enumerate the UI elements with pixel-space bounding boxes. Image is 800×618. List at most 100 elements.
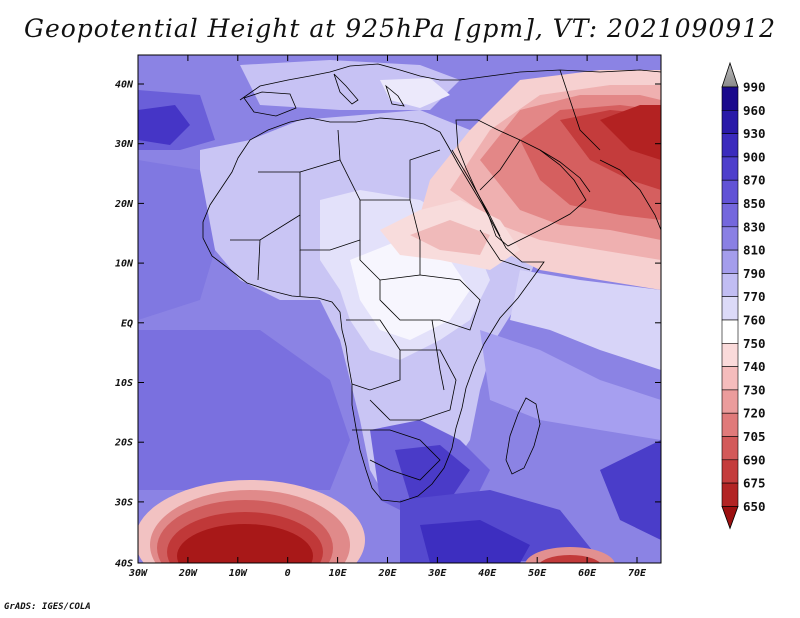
lon-label: 20E — [377, 568, 397, 579]
madagascar — [505, 397, 541, 475]
colorbar-label: 650 — [743, 499, 766, 514]
colorbar-swatch — [721, 273, 739, 297]
border-8 — [369, 349, 457, 421]
europe — [239, 63, 661, 101]
iberia — [243, 91, 297, 117]
height-field — [138, 55, 661, 563]
field-io-mid — [480, 330, 661, 440]
chart-title: Geopotential Height at 925hPa [gpm], VT:… — [23, 14, 777, 43]
lon-label: 0 — [285, 568, 291, 579]
italy — [333, 73, 359, 105]
colorbar-swatch — [721, 203, 739, 228]
colorbar-swatch — [721, 249, 739, 274]
lat-label: 20N — [114, 199, 134, 210]
border-6 — [379, 274, 481, 331]
field-me-red4 — [600, 105, 661, 160]
colorbar-label: 750 — [743, 336, 766, 351]
colorbar-label: 730 — [743, 382, 766, 397]
field-sahara-pink2 — [410, 220, 490, 255]
field-sio-high2 — [420, 520, 530, 563]
field-east-high — [600, 440, 661, 540]
red-sea — [451, 149, 501, 237]
border-4 — [409, 149, 441, 200]
colorbar-label: 740 — [743, 359, 766, 374]
colorbar-swatch — [721, 459, 739, 484]
border-5 — [337, 129, 341, 161]
lat-label: 10S — [115, 378, 133, 389]
colorbar-swatch — [721, 412, 739, 437]
colorbar-label: 900 — [743, 149, 766, 164]
colorbar-label: 870 — [743, 173, 766, 188]
colorbar-label: 790 — [743, 266, 766, 281]
colorbar-swatch — [721, 436, 739, 461]
lat-label: 10N — [115, 259, 134, 270]
field-io-light — [510, 270, 661, 370]
colorbar-swatch — [721, 133, 739, 158]
longitude-labels: 30W 20W 10W 0 10E 20E 30E 40E 50E 60E 70E — [128, 568, 647, 579]
india — [599, 159, 661, 231]
coastlines — [202, 63, 661, 503]
colorbar-label: 770 — [743, 289, 766, 304]
greece — [385, 84, 405, 107]
border-11 — [257, 239, 261, 281]
field-sio-low2 — [539, 555, 601, 563]
lon-label: 20W — [178, 568, 198, 579]
field-atl-mid — [138, 160, 215, 320]
lon-label: 70E — [628, 568, 647, 579]
colorbar-label: 760 — [743, 313, 766, 328]
border-14 — [559, 69, 601, 151]
arabia — [455, 119, 587, 247]
lon-label: 10E — [329, 568, 348, 579]
lat-label: 30N — [114, 139, 134, 150]
lon-label: 40E — [478, 568, 497, 579]
axis-ticks — [137, 55, 661, 564]
colorbar-swatch — [721, 319, 739, 344]
colorbar-label: 960 — [743, 103, 766, 118]
colorbar-label: 705 — [743, 429, 766, 444]
lat-label: EQ — [121, 318, 133, 329]
border-13 — [479, 139, 521, 191]
colorbar-swatch — [721, 296, 739, 321]
credit-text: GrADS: IGES/COLA — [4, 602, 91, 612]
lat-label: 40N — [115, 80, 134, 91]
colorbar-label: 930 — [743, 126, 766, 141]
map-frame — [137, 54, 662, 564]
colorbar-arrow-top — [721, 61, 739, 88]
field-central-white — [350, 240, 470, 340]
lat-label: 20S — [114, 438, 133, 449]
colorbar-label: 990 — [743, 80, 766, 95]
lakes — [431, 319, 445, 391]
lon-label: 30W — [128, 568, 148, 579]
colorbar-label: 850 — [743, 196, 766, 211]
lat-label: 30S — [114, 497, 133, 508]
colorbar-swatch — [721, 86, 739, 111]
lon-label: 30E — [427, 568, 447, 579]
colorbar-arrow-bottom — [721, 506, 739, 530]
colorbar-swatch — [721, 342, 739, 367]
lat-label: 40S — [115, 559, 133, 570]
field-satl — [138, 330, 350, 490]
border-9 — [352, 429, 441, 481]
colorbar-swatch — [721, 389, 739, 414]
colorbar-swatch — [721, 482, 739, 507]
colorbar-label: 810 — [743, 243, 766, 258]
colorbar-swatch — [721, 366, 739, 391]
colorbar-swatch — [721, 226, 739, 251]
africa-coast — [202, 117, 545, 503]
colorbar-label: 675 — [743, 476, 766, 491]
colorbar-swatch — [721, 179, 739, 204]
lon-label: 60E — [578, 568, 597, 579]
lon-label: 10W — [229, 568, 248, 579]
border-12 — [479, 229, 531, 271]
field-satl-low-red4 — [177, 524, 313, 563]
lon-label: 50E — [528, 568, 547, 579]
colorbar-swatch — [721, 156, 739, 181]
colorbar-label: 690 — [743, 452, 766, 467]
colorbar: 990 960 930 900 870 850 830 810 790 770 760 750 740 7… — [721, 61, 766, 530]
field-safrica-dark — [395, 445, 470, 500]
border-7 — [346, 319, 401, 391]
colorbar-swatch — [721, 110, 739, 134]
persian-gulf — [539, 149, 591, 193]
latitude-labels: 40N 30N 20N 10N EQ 10S 20S 30S 40S — [114, 80, 134, 570]
